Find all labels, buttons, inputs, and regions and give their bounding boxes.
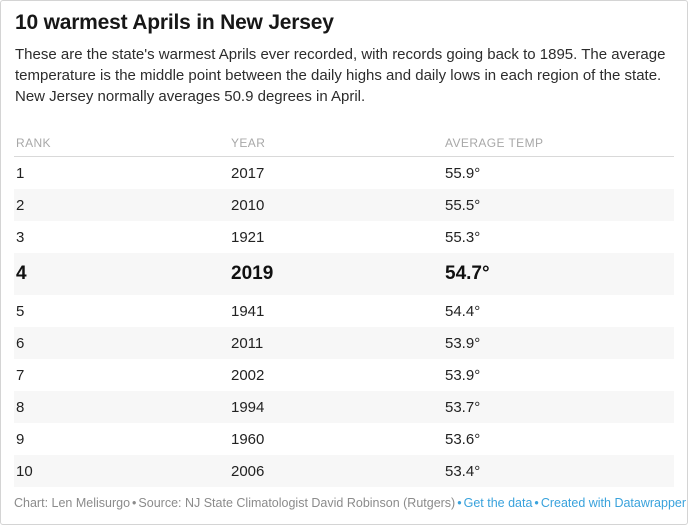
- year-cell: 1941: [231, 302, 265, 320]
- temp-cell: 55.9°: [445, 164, 481, 182]
- table-row-highlighted: 4 2019 54.7°: [14, 253, 674, 296]
- table-row: 5 1941 54.4°: [14, 295, 674, 327]
- year-cell: 2010: [231, 196, 265, 214]
- separator-dot: •: [457, 496, 462, 511]
- column-header-rank: RANK: [14, 133, 229, 158]
- table-header-row: RANK YEAR AVERAGE TEMP: [14, 133, 674, 158]
- rank-cell: 6: [16, 334, 25, 352]
- rank-cell: 10: [16, 462, 33, 480]
- chart-footer: Chart: Len Melisurgo • Source: NJ State Cl…: [14, 496, 686, 512]
- year-cell: 2011: [231, 334, 264, 352]
- separator-dot: •: [534, 496, 539, 511]
- rank-cell: 2: [16, 196, 25, 214]
- table-row: 6 2011 53.9°: [14, 327, 674, 360]
- column-header-year: YEAR: [229, 133, 443, 158]
- chart-credit: Chart: Len Melisurgo: [14, 496, 131, 511]
- year-cell: 2017: [231, 164, 265, 182]
- temp-cell: 53.6°: [445, 430, 481, 448]
- temp-cell: 53.4°: [445, 462, 481, 480]
- year-cell: 2006: [231, 462, 265, 480]
- temp-cell: 53.9°: [445, 334, 481, 352]
- table-row: 1 2017 55.9°: [14, 157, 674, 190]
- table-row: 7 2002 53.9°: [14, 359, 674, 391]
- table-body: 1 2017 55.9° 2 2010 55.5° 3 1921 55.3° 4…: [14, 157, 674, 488]
- rank-cell: 4: [16, 263, 27, 285]
- rank-cell: 8: [16, 398, 25, 416]
- temp-cell: 54.7°: [445, 263, 490, 285]
- column-header-average-temp: AVERAGE TEMP: [443, 133, 674, 158]
- table-row: 9 1960 53.6°: [14, 423, 674, 455]
- datawrapper-credit-link[interactable]: Created with Datawrapper: [540, 496, 687, 511]
- separator-dot: •: [132, 496, 137, 511]
- temp-cell: 53.9°: [445, 366, 481, 384]
- data-table: RANK YEAR AVERAGE TEMP 1 2017 55.9° 2 20…: [14, 133, 674, 488]
- temp-cell: 54.4°: [445, 302, 481, 320]
- temp-cell: 55.3°: [445, 228, 481, 246]
- rank-cell: 5: [16, 302, 25, 320]
- rank-cell: 7: [16, 366, 25, 384]
- year-cell: 1921: [231, 228, 265, 246]
- rank-cell: 9: [16, 430, 25, 448]
- table-row: 10 2006 53.4°: [14, 455, 674, 488]
- table-head: RANK YEAR AVERAGE TEMP: [14, 133, 674, 158]
- chart-description: These are the state's warmest Aprils eve…: [15, 46, 666, 105]
- table-row: 2 2010 55.5°: [14, 189, 674, 222]
- source-credit: Source: NJ State Climatologist David Rob…: [138, 496, 456, 511]
- get-the-data-link[interactable]: Get the data: [463, 496, 533, 511]
- chart-title: 10 warmest Aprils in New Jersey: [15, 11, 334, 34]
- table-row: 3 1921 55.3°: [14, 221, 674, 253]
- year-cell: 1960: [231, 430, 265, 448]
- year-cell: 2019: [231, 263, 274, 285]
- year-cell: 2002: [231, 366, 265, 384]
- rank-cell: 3: [16, 228, 25, 246]
- year-cell: 1994: [231, 398, 265, 416]
- rank-cell: 1: [16, 164, 25, 182]
- temp-cell: 55.5°: [445, 196, 481, 214]
- table-row: 8 1994 53.7°: [14, 391, 674, 424]
- temp-cell: 53.7°: [445, 398, 481, 416]
